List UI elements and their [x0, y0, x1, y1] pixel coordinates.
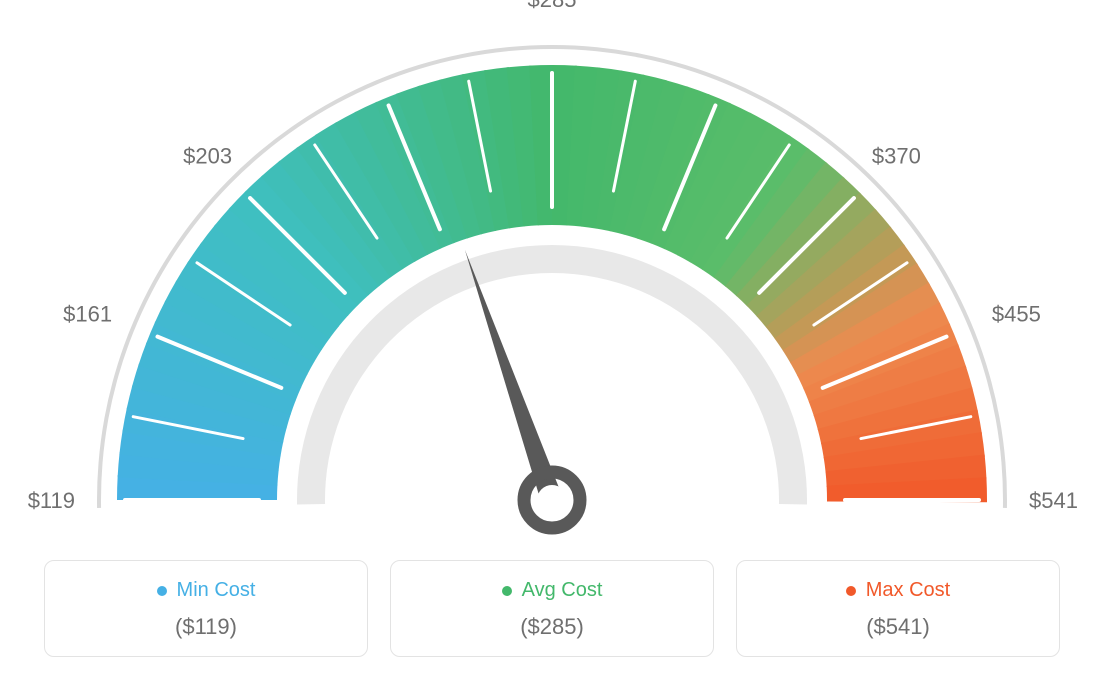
- legend-value-min: ($119): [55, 614, 357, 640]
- legend-card-avg: Avg Cost ($285): [390, 560, 714, 657]
- legend-card-min: Min Cost ($119): [44, 560, 368, 657]
- svg-text:$161: $161: [63, 302, 112, 327]
- legend-text-max: Max Cost: [866, 579, 950, 602]
- legend-label-max: Max Cost: [846, 579, 950, 602]
- svg-text:$370: $370: [872, 144, 921, 169]
- legend-label-avg: Avg Cost: [502, 579, 603, 602]
- legend-text-avg: Avg Cost: [522, 579, 603, 602]
- legend-card-max: Max Cost ($541): [736, 560, 1060, 657]
- svg-text:$541: $541: [1029, 488, 1078, 513]
- legend-text-min: Min Cost: [177, 579, 256, 602]
- legend-value-avg: ($285): [401, 614, 703, 640]
- cost-gauge-chart: $119 $161 $203 $285 $370 $455 $541: [0, 0, 1104, 560]
- legend-dot-avg: [502, 586, 512, 596]
- legend-label-min: Min Cost: [157, 579, 256, 602]
- legend-dot-max: [846, 586, 856, 596]
- svg-text:$203: $203: [183, 144, 232, 169]
- svg-text:$285: $285: [528, 0, 577, 12]
- legend-row: Min Cost ($119) Avg Cost ($285) Max Cost…: [22, 560, 1082, 657]
- legend-dot-min: [157, 586, 167, 596]
- legend-value-max: ($541): [747, 614, 1049, 640]
- svg-text:$119: $119: [28, 488, 75, 513]
- svg-text:$455: $455: [992, 302, 1041, 327]
